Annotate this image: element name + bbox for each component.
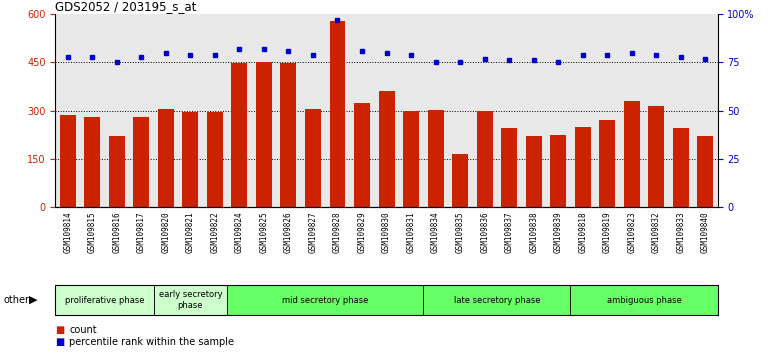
Text: late secretory phase: late secretory phase <box>454 296 541 304</box>
Bar <box>354 103 370 207</box>
Bar <box>182 112 199 207</box>
Text: GSM109815: GSM109815 <box>88 211 97 253</box>
Text: GSM109828: GSM109828 <box>333 211 342 253</box>
Bar <box>133 117 149 207</box>
Text: GSM109814: GSM109814 <box>63 211 72 253</box>
Text: GSM109823: GSM109823 <box>628 211 636 253</box>
Text: GSM109831: GSM109831 <box>407 211 416 253</box>
Text: GSM109839: GSM109839 <box>554 211 563 253</box>
Text: percentile rank within the sample: percentile rank within the sample <box>69 337 234 347</box>
Bar <box>330 21 346 207</box>
Bar <box>55 285 153 315</box>
Text: GSM109819: GSM109819 <box>603 211 612 253</box>
Bar <box>232 63 247 207</box>
Text: GSM109824: GSM109824 <box>235 211 244 253</box>
Bar <box>379 91 394 207</box>
Bar <box>60 115 75 207</box>
Bar <box>648 107 665 207</box>
Bar <box>424 285 571 315</box>
Text: GSM109834: GSM109834 <box>431 211 440 253</box>
Bar <box>673 128 689 207</box>
Bar <box>599 120 615 207</box>
Text: other: other <box>4 295 30 305</box>
Text: GSM109829: GSM109829 <box>357 211 367 253</box>
Bar <box>452 154 468 207</box>
Text: ■: ■ <box>55 337 65 347</box>
Bar <box>501 128 517 207</box>
Bar <box>551 135 566 207</box>
Text: ■: ■ <box>55 325 65 335</box>
Text: GSM109816: GSM109816 <box>112 211 121 253</box>
Bar <box>571 285 718 315</box>
Bar <box>256 62 272 207</box>
Text: GSM109826: GSM109826 <box>284 211 293 253</box>
Text: count: count <box>69 325 97 335</box>
Text: GSM109820: GSM109820 <box>161 211 170 253</box>
Bar <box>305 109 321 207</box>
Bar <box>153 285 227 315</box>
Text: GSM109827: GSM109827 <box>309 211 317 253</box>
Text: GSM109832: GSM109832 <box>652 211 661 253</box>
Text: GSM109840: GSM109840 <box>701 211 710 253</box>
Text: GSM109836: GSM109836 <box>480 211 489 253</box>
Bar <box>403 110 419 207</box>
Text: GSM109838: GSM109838 <box>529 211 538 253</box>
Bar <box>574 127 591 207</box>
Bar <box>207 112 223 207</box>
Text: GSM109830: GSM109830 <box>382 211 391 253</box>
Bar <box>84 117 100 207</box>
Text: GSM109822: GSM109822 <box>210 211 219 253</box>
Bar <box>477 110 493 207</box>
Text: GSM109837: GSM109837 <box>504 211 514 253</box>
Text: GSM109817: GSM109817 <box>137 211 146 253</box>
Text: mid secretory phase: mid secretory phase <box>282 296 368 304</box>
Text: GSM109833: GSM109833 <box>676 211 685 253</box>
Bar <box>698 136 713 207</box>
Bar <box>427 110 444 207</box>
Text: GSM109821: GSM109821 <box>186 211 195 253</box>
Bar <box>158 109 174 207</box>
Bar <box>280 63 296 207</box>
Bar <box>624 101 640 207</box>
Bar <box>526 136 541 207</box>
Bar <box>109 136 125 207</box>
Text: GSM109825: GSM109825 <box>259 211 269 253</box>
Text: GSM109835: GSM109835 <box>456 211 464 253</box>
Bar <box>227 285 424 315</box>
Text: early secretory
phase: early secretory phase <box>159 290 223 310</box>
Text: ambiguous phase: ambiguous phase <box>607 296 681 304</box>
Text: proliferative phase: proliferative phase <box>65 296 144 304</box>
Text: GSM109818: GSM109818 <box>578 211 588 253</box>
Text: GDS2052 / 203195_s_at: GDS2052 / 203195_s_at <box>55 0 197 13</box>
Text: ▶: ▶ <box>29 295 38 305</box>
